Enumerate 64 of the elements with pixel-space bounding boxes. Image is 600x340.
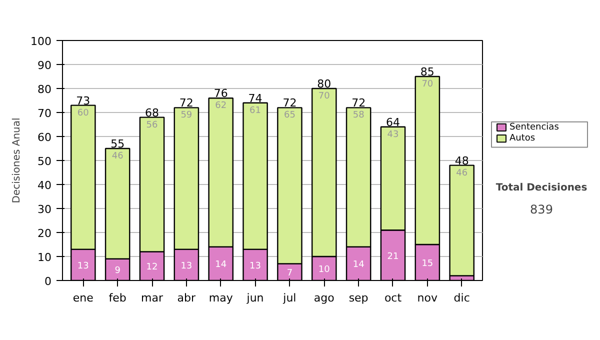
data-label: 62 [215, 101, 227, 112]
y-tick-label: 30 [38, 203, 52, 216]
data-label: 15 [422, 259, 434, 269]
total-label: 72 [282, 96, 297, 110]
bar [449, 164, 474, 276]
data-label: 9 [114, 266, 121, 276]
y-tick-label: 100 [30, 35, 52, 48]
total-label: 72 [179, 96, 194, 110]
total-label: 85 [420, 66, 434, 78]
y-tick-label: 90 [38, 59, 52, 72]
y-tick-label: 20 [38, 227, 52, 240]
total-label: 64 [386, 116, 400, 129]
data-label: 61 [250, 106, 262, 116]
y-tick-label: 0 [44, 275, 52, 288]
y-tick-label: 10 [38, 251, 52, 264]
data-label: 59 [180, 110, 192, 121]
data-label: 60 [77, 108, 90, 118]
x-tick-label: sep [348, 292, 368, 304]
y-tick-label: 80 [38, 83, 52, 96]
data-label: 56 [146, 120, 158, 130]
data-label: 10 [318, 265, 330, 275]
data-label: 13 [250, 261, 262, 272]
total-label: 73 [76, 94, 90, 108]
x-tick-label: abr [177, 292, 196, 304]
data-label: 70 [422, 80, 434, 90]
text: 839 [530, 202, 553, 216]
total-label: 72 [352, 96, 366, 110]
data-label: 43 [387, 130, 399, 140]
y-tick-label: 60 [38, 131, 52, 144]
data-label: 58 [352, 110, 365, 121]
data-label: 65 [284, 110, 296, 121]
x-tick-label: ene [72, 292, 94, 304]
total-label: 80 [317, 78, 332, 90]
y-tick-label: 50 [38, 155, 52, 168]
x-tick-label: mar [141, 292, 164, 304]
data-label: 46 [112, 152, 124, 162]
data-label: 70 [318, 92, 330, 102]
data-label: 13 [77, 261, 89, 272]
x-tick-label: jul [282, 292, 296, 304]
x-tick-label: may [208, 292, 234, 304]
x-tick-label: oct [384, 292, 402, 304]
legend-label: Autos [510, 134, 536, 144]
total-label: 74 [248, 92, 262, 105]
x-tick-label: jun [246, 292, 264, 304]
x-tick-label: dic [454, 292, 470, 304]
data-label: 21 [387, 252, 399, 262]
total-label: 48 [454, 154, 469, 168]
x-tick-label: feb [108, 292, 126, 304]
y-tick-label: 70 [38, 107, 52, 120]
y-tick-label: 40 [38, 179, 52, 192]
legend-label: Sentencias [510, 122, 560, 132]
x-tick-label: nov [417, 292, 438, 304]
data-label: 14 [215, 260, 227, 270]
data-label: 13 [180, 261, 192, 272]
x-tick-label: ago [314, 292, 335, 304]
total-label: 76 [214, 87, 228, 100]
total-label: 68 [145, 106, 160, 120]
y-axis-title: Decisiones Anual [12, 118, 23, 204]
text: Total Decisiones [496, 182, 588, 194]
data-label: 12 [146, 262, 158, 273]
total-label: 55 [110, 138, 125, 150]
data-label: 14 [352, 260, 365, 270]
data-label: 46 [456, 168, 468, 178]
data-label: 7 [286, 268, 293, 279]
